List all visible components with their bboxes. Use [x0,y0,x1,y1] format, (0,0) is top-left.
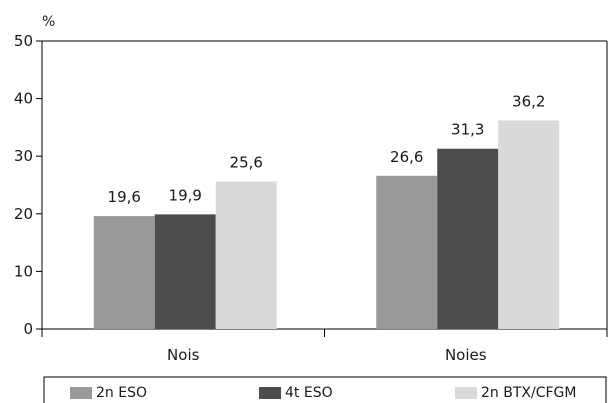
y-axis: 0 10 20 30 40 50 [14,32,608,338]
bar [215,181,277,329]
bar [93,216,155,329]
legend-swatch [455,387,477,399]
bar-value-label: 31,3 [451,121,484,139]
bar-value-label: 25,6 [230,154,263,172]
legend-swatch [259,387,281,399]
legend-label: 2n ESO [96,385,147,401]
bar [437,148,499,329]
y-tick-label: 10 [14,262,33,280]
legend-swatch [70,387,92,399]
category-label: Noies [445,346,487,364]
y-tick-label: 50 [14,32,33,50]
y-tick-label: 30 [14,147,33,165]
bar [154,214,216,329]
y-tick-label: 40 [14,90,33,108]
y-unit-label: % [42,14,55,30]
legend-label: 4t ESO [285,385,333,401]
bar-value-label: 19,9 [169,186,202,204]
legend-label: 2n BTX/CFGM [481,385,576,401]
legend: 2n ESO 4t ESO 2n BTX/CFGM [43,376,607,403]
category-label: Nois [167,346,200,364]
x-axis: Nois Noies [41,328,608,364]
bar-value-label: 36,2 [512,92,545,110]
bar-value-label: 19,6 [108,188,141,206]
y-tick-label: 0 [23,320,33,338]
bar-value-label: 26,6 [390,148,423,166]
legend-box [43,376,607,403]
bar [376,175,438,329]
data-labels: 19,6 19,9 25,6 26,6 31,3 36,2 [108,92,546,206]
bar [498,120,560,329]
y-tick-label: 20 [14,205,33,223]
bars [93,120,560,329]
